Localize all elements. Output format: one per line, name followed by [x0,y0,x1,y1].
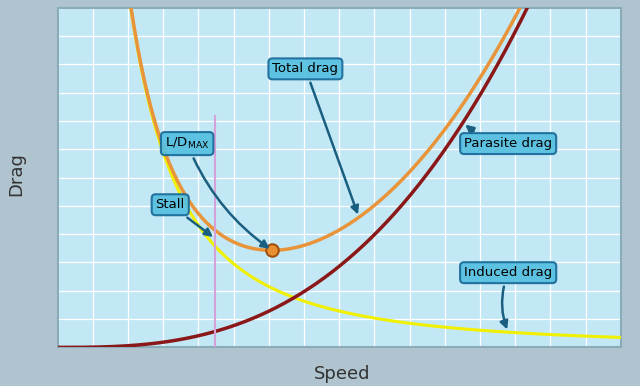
Text: Stall: Stall [156,198,211,235]
Text: L/D$_{\mathregular{MAX}}$: L/D$_{\mathregular{MAX}}$ [165,136,268,247]
Text: Total drag: Total drag [273,63,358,212]
Text: Parasite drag: Parasite drag [464,126,552,150]
Text: Speed: Speed [314,366,371,383]
Text: Induced drag: Induced drag [464,266,552,327]
Text: Drag: Drag [7,152,25,196]
